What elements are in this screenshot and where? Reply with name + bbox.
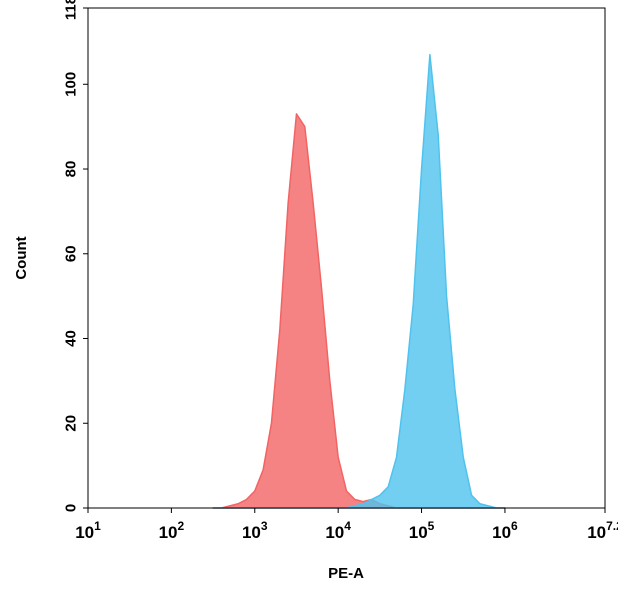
histogram-area xyxy=(212,53,506,509)
x-tick-exponent: 7.2 xyxy=(606,519,618,533)
x-tick-base: 10 xyxy=(242,523,261,542)
x-tick-base: 10 xyxy=(587,523,606,542)
x-tick-base: 10 xyxy=(409,523,428,542)
x-tick-label: 107.2 xyxy=(587,519,618,542)
y-tick-label: 0 xyxy=(62,504,79,512)
y-tick-label: 60 xyxy=(62,245,79,262)
y-tick-label: 40 xyxy=(62,330,79,347)
x-axis-label: PE-A xyxy=(328,565,364,582)
x-tick-base: 10 xyxy=(492,523,511,542)
x-tick-label: 106 xyxy=(492,519,518,542)
y-tick-label: 80 xyxy=(62,161,79,178)
x-tick-label: 104 xyxy=(325,519,351,542)
x-tick-exponent: 6 xyxy=(511,519,518,533)
x-tick-exponent: 5 xyxy=(428,519,435,533)
y-tick-label: 118 xyxy=(62,0,79,20)
x-tick-exponent: 3 xyxy=(261,519,268,533)
x-tick-exponent: 1 xyxy=(94,519,101,533)
x-tick-exponent: 4 xyxy=(344,519,351,533)
plot-frame xyxy=(87,7,606,509)
y-tick-label: 100 xyxy=(62,72,79,97)
y-tick-label: 20 xyxy=(62,415,79,432)
x-tick-base: 10 xyxy=(159,523,178,542)
x-tick-exponent: 2 xyxy=(178,519,185,533)
x-tick-base: 10 xyxy=(325,523,344,542)
x-tick-label: 101 xyxy=(75,519,101,542)
x-tick-label: 105 xyxy=(409,519,435,542)
x-tick-label: 102 xyxy=(159,519,185,542)
y-axis-label: Count xyxy=(13,236,30,279)
x-tick-base: 10 xyxy=(75,523,94,542)
x-tick-label: 103 xyxy=(242,519,268,542)
